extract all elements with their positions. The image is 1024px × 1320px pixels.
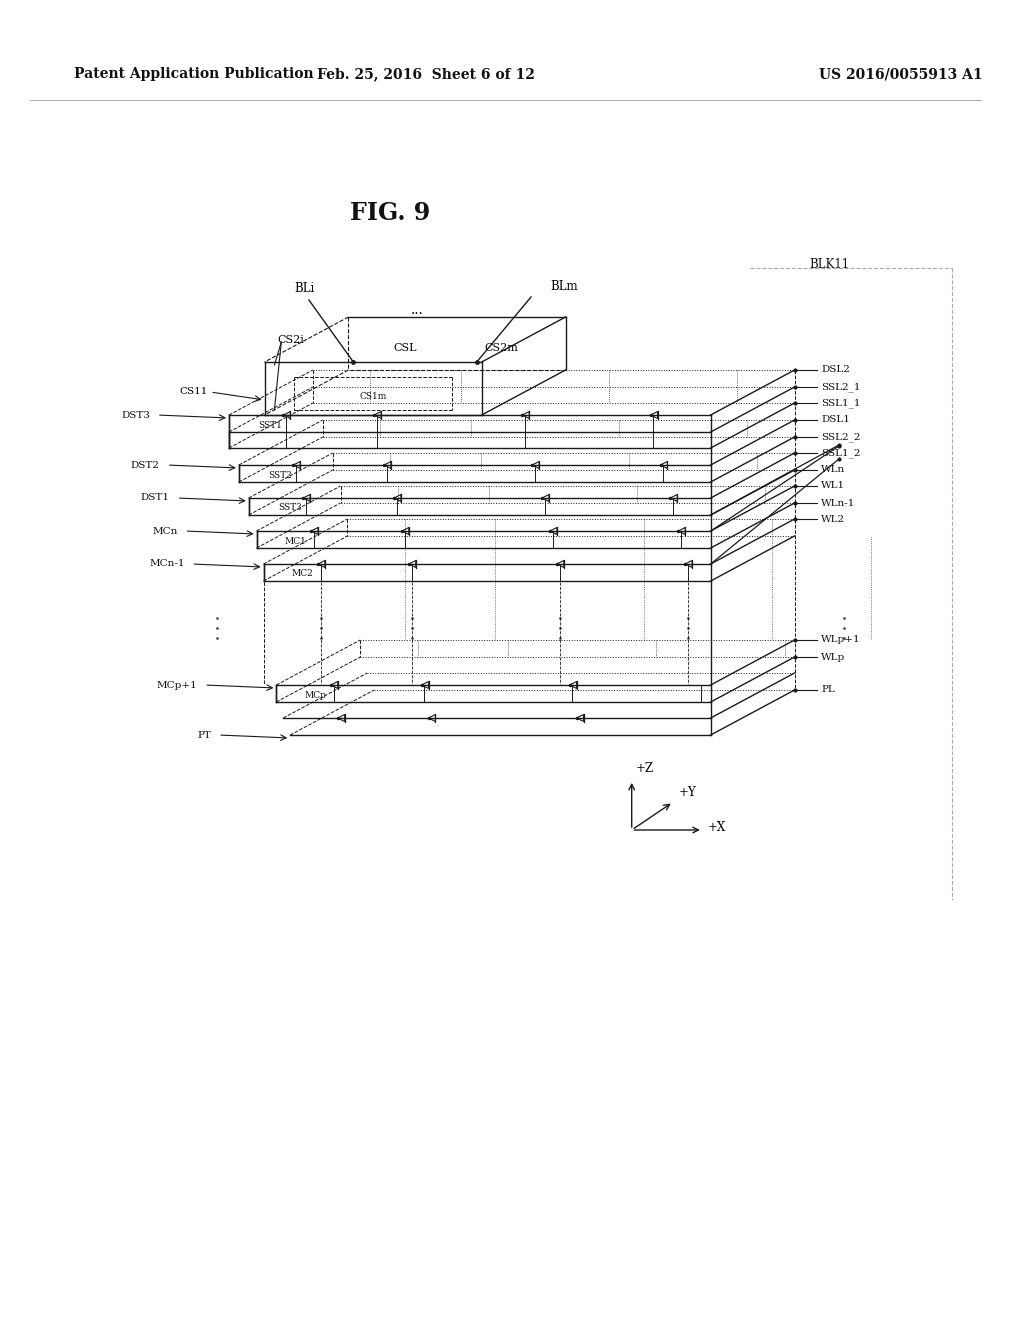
Text: DST2: DST2 [131,461,160,470]
Text: SSL1_1: SSL1_1 [821,399,861,408]
Text: US 2016/0055913 A1: US 2016/0055913 A1 [819,67,983,81]
Text: WL2: WL2 [821,515,846,524]
Text: WLn-1: WLn-1 [821,499,856,507]
Text: MCp: MCp [304,690,326,700]
Text: DST1: DST1 [140,494,170,503]
Text: MCp+1: MCp+1 [157,681,198,689]
Text: Feb. 25, 2016  Sheet 6 of 12: Feb. 25, 2016 Sheet 6 of 12 [317,67,536,81]
Text: SST2: SST2 [268,470,292,479]
Text: BLi: BLi [294,281,314,294]
Text: DSL2: DSL2 [821,366,850,375]
Text: CS1m: CS1m [359,392,387,401]
Text: CSL: CSL [393,343,417,352]
Text: WLp+1: WLp+1 [821,635,861,644]
Text: FIG. 9: FIG. 9 [350,201,430,224]
Text: +X: +X [708,821,726,834]
Text: WL1: WL1 [821,482,846,491]
Text: SSL2_1: SSL2_1 [821,383,861,392]
Text: MCn-1: MCn-1 [150,560,184,569]
Text: WLn: WLn [821,466,846,474]
Text: BLK11: BLK11 [809,259,850,272]
Text: DST3: DST3 [121,411,151,420]
Text: CS11: CS11 [179,388,207,396]
Text: MC1: MC1 [285,536,306,545]
Text: ...: ... [412,304,424,317]
Text: WLp: WLp [821,652,846,661]
Text: MCn: MCn [153,527,178,536]
Text: SSL2_2: SSL2_2 [821,432,861,442]
Text: SST1: SST1 [259,421,283,429]
Text: PT: PT [198,730,211,739]
Text: BLm: BLm [551,281,579,293]
Text: Patent Application Publication: Patent Application Publication [74,67,313,81]
Text: +Z: +Z [636,762,653,775]
Text: SST3: SST3 [279,503,302,512]
Text: DSL1: DSL1 [821,416,850,425]
Text: +Y: +Y [679,785,696,799]
Text: CS2i: CS2i [278,335,304,345]
Text: MC2: MC2 [291,569,313,578]
Text: CS2m: CS2m [484,343,518,352]
Text: PL: PL [821,685,835,694]
Text: SSL1_2: SSL1_2 [821,449,861,458]
